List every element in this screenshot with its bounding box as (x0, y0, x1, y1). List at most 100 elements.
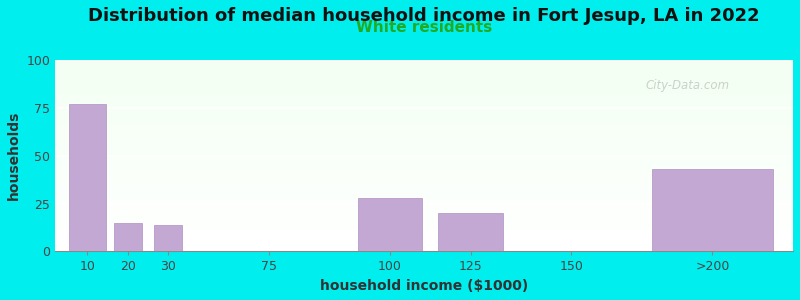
Bar (55, 98, 793, 100)
Bar (55, 188, 793, 190)
Bar (55, 219, 793, 221)
Y-axis label: households: households (7, 111, 21, 200)
Bar (55, 202, 793, 204)
Bar (55, 181, 793, 182)
Bar (55, 230, 793, 232)
Bar (55, 117, 793, 119)
Bar (55, 209, 793, 211)
Bar (55, 62, 793, 64)
Bar (55, 244, 793, 246)
Title: Distribution of median household income in Fort Jesup, LA in 2022: Distribution of median household income … (88, 7, 760, 25)
Bar (55, 207, 793, 209)
Bar (55, 77, 793, 79)
Bar (55, 64, 793, 66)
Bar (55, 200, 793, 202)
Bar (55, 152, 793, 154)
Bar (55, 91, 793, 92)
Bar (55, 83, 793, 85)
Bar (55, 92, 793, 94)
Bar (55, 127, 793, 129)
Bar (55, 204, 793, 206)
Bar (55, 169, 793, 171)
Bar (55, 196, 793, 198)
Bar (55, 94, 793, 96)
Bar (55, 110, 793, 112)
Bar (55, 154, 793, 156)
Bar (55, 113, 793, 116)
Bar (55, 142, 793, 144)
Bar (154, 225, 182, 251)
Bar (55, 71, 793, 73)
Bar (55, 240, 793, 242)
Bar (55, 69, 793, 71)
Bar (55, 73, 793, 75)
Bar (55, 173, 793, 175)
Bar (55, 221, 793, 223)
Bar (55, 100, 793, 102)
Bar (55, 242, 793, 244)
Bar (55, 66, 793, 68)
Bar (55, 161, 793, 163)
Bar (55, 192, 793, 194)
Bar (55, 178, 793, 181)
Bar (55, 81, 793, 83)
Bar (55, 135, 793, 137)
Bar (55, 102, 793, 104)
Bar (55, 248, 793, 250)
Bar (55, 119, 793, 121)
Bar (55, 226, 793, 229)
Bar (55, 79, 793, 81)
Bar (438, 213, 502, 251)
Bar (55, 194, 793, 196)
Bar (55, 87, 793, 88)
Bar (55, 125, 793, 127)
Bar (55, 206, 793, 207)
Bar (70, 104, 106, 251)
Bar (55, 123, 793, 125)
Bar (55, 136, 793, 138)
Bar (55, 112, 793, 113)
Bar (55, 144, 793, 146)
Bar (55, 198, 793, 200)
Bar (55, 184, 793, 186)
Bar (55, 75, 793, 77)
Bar (55, 250, 793, 251)
Bar (55, 232, 793, 234)
Bar (55, 211, 793, 213)
Text: White residents: White residents (356, 20, 492, 35)
Bar (55, 182, 793, 184)
Bar (55, 177, 793, 178)
Bar (55, 238, 793, 240)
Bar (55, 131, 793, 133)
Bar (55, 140, 793, 142)
Bar (55, 88, 793, 91)
Bar (55, 106, 793, 108)
Bar (55, 156, 793, 158)
Bar (55, 85, 793, 87)
Bar (652, 169, 773, 251)
Bar (55, 213, 793, 215)
Bar (55, 148, 793, 150)
Bar (55, 223, 793, 225)
Bar (55, 165, 793, 167)
Bar (55, 116, 793, 117)
Bar (55, 229, 793, 230)
Bar (55, 138, 793, 140)
Bar (55, 121, 793, 123)
Bar (55, 60, 793, 62)
Bar (55, 150, 793, 152)
Bar (114, 223, 142, 251)
Bar (55, 236, 793, 238)
Bar (55, 158, 793, 160)
Text: City-Data.com: City-Data.com (646, 79, 730, 92)
Bar (55, 96, 793, 98)
X-axis label: household income ($1000): household income ($1000) (320, 279, 528, 293)
Bar (55, 133, 793, 135)
Bar (55, 217, 793, 219)
Bar (55, 175, 793, 177)
Bar (55, 186, 793, 188)
Bar (55, 190, 793, 192)
Bar (55, 160, 793, 161)
Bar (55, 171, 793, 173)
Bar (55, 167, 793, 169)
